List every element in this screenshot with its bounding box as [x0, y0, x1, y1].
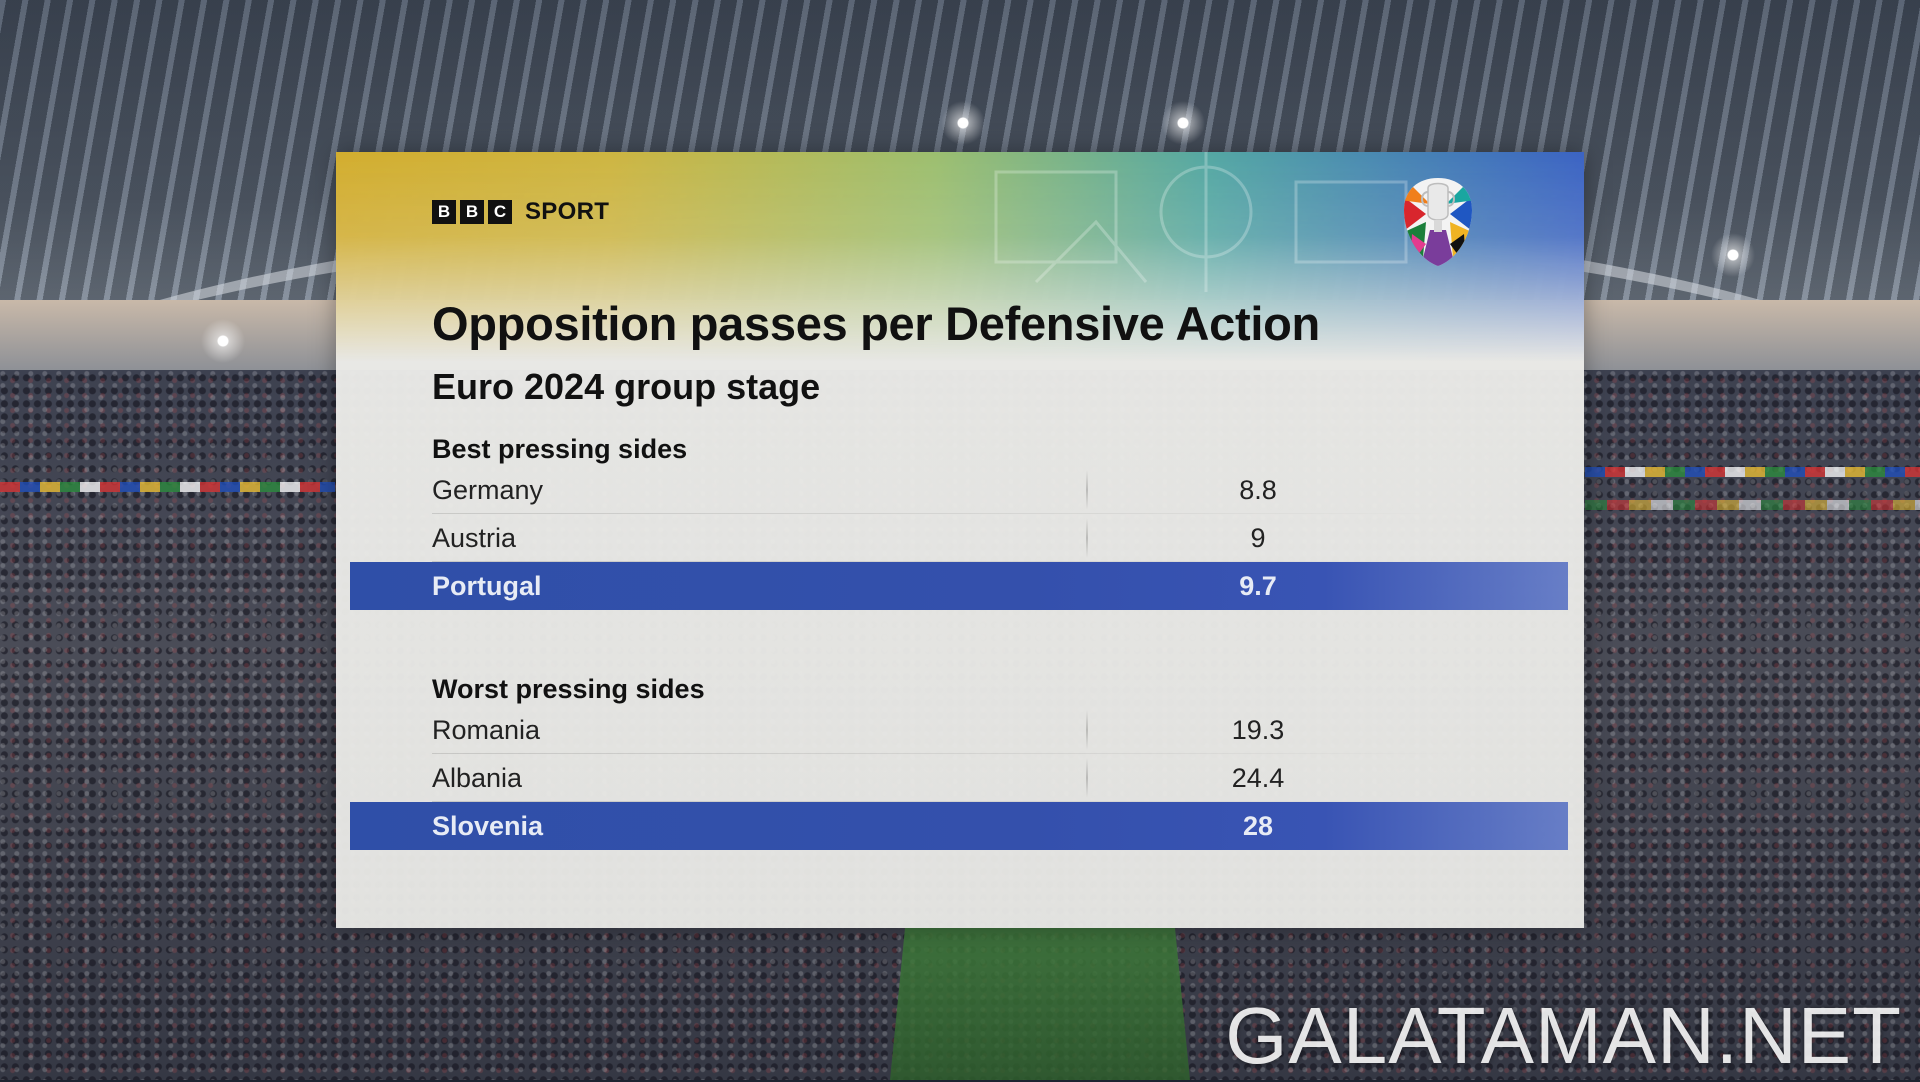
section-heading: Worst pressing sides — [432, 674, 705, 704]
flag-banner-right — [1585, 467, 1920, 477]
pitch — [890, 928, 1190, 1080]
graphic-subtitle: Euro 2024 group stage — [432, 366, 821, 407]
floodlight — [940, 100, 986, 146]
stat-value: 24.4 — [1231, 763, 1285, 793]
stats-table: Romania 19.3 Albania 24.4 Slovenia 28 — [336, 706, 1584, 850]
sport-label: SPORT — [525, 198, 610, 225]
table-row: Germany 8.8 — [336, 466, 1584, 514]
floodlight — [200, 318, 246, 364]
stat-value: 9 — [1250, 523, 1266, 553]
team-name: Romania — [432, 715, 541, 745]
column-divider — [1086, 758, 1088, 798]
row-divider — [432, 513, 1460, 514]
team-name: Austria — [432, 523, 517, 553]
highlighted-table-row: Slovenia 28 — [350, 802, 1568, 850]
column-divider — [1086, 710, 1088, 750]
panel-gradient-header — [336, 152, 1584, 362]
stats-graphic-panel: B B C SPORT Opposition passes per Defens… — [336, 152, 1584, 928]
row-divider — [432, 801, 1460, 802]
table-row: Albania 24.4 — [336, 754, 1584, 802]
stats-table: Germany 8.8 Austria 9 Portugal 9.7 — [336, 466, 1584, 610]
bbc-logo-block: C — [488, 200, 512, 224]
highlighted-table-row: Portugal 9.7 — [350, 562, 1568, 610]
team-name: Albania — [432, 763, 523, 793]
section-heading: Best pressing sides — [432, 434, 688, 464]
bbc-sport-logo: B B C SPORT — [432, 198, 609, 226]
floodlight — [1160, 100, 1206, 146]
graphic-title: Opposition passes per Defensive Action — [432, 297, 1320, 350]
team-name: Germany — [432, 475, 544, 505]
stat-value: 28 — [1242, 811, 1274, 841]
bbc-logo-block: B — [460, 200, 484, 224]
flag-banner-left — [0, 482, 335, 492]
euro-2024-trophy-icon — [1404, 178, 1472, 266]
stat-value: 19.3 — [1231, 715, 1285, 745]
column-divider — [1086, 518, 1088, 558]
stat-value: 8.8 — [1239, 475, 1277, 505]
row-divider — [432, 561, 1460, 562]
floodlight — [1710, 232, 1756, 278]
column-divider — [1086, 470, 1088, 510]
table-row: Austria 9 — [336, 514, 1584, 562]
table-row: Romania 19.3 — [336, 706, 1584, 754]
watermark: GALATAMAN.NET — [1225, 991, 1902, 1080]
pitch-lines-decoration — [994, 152, 1408, 292]
bbc-logo-block: B — [432, 200, 456, 224]
stat-value: 9.7 — [1239, 571, 1277, 601]
row-divider — [432, 753, 1460, 754]
team-name: Slovenia — [432, 811, 544, 841]
team-name: Portugal — [432, 571, 542, 601]
flag-banner-right-lower — [1585, 500, 1920, 510]
